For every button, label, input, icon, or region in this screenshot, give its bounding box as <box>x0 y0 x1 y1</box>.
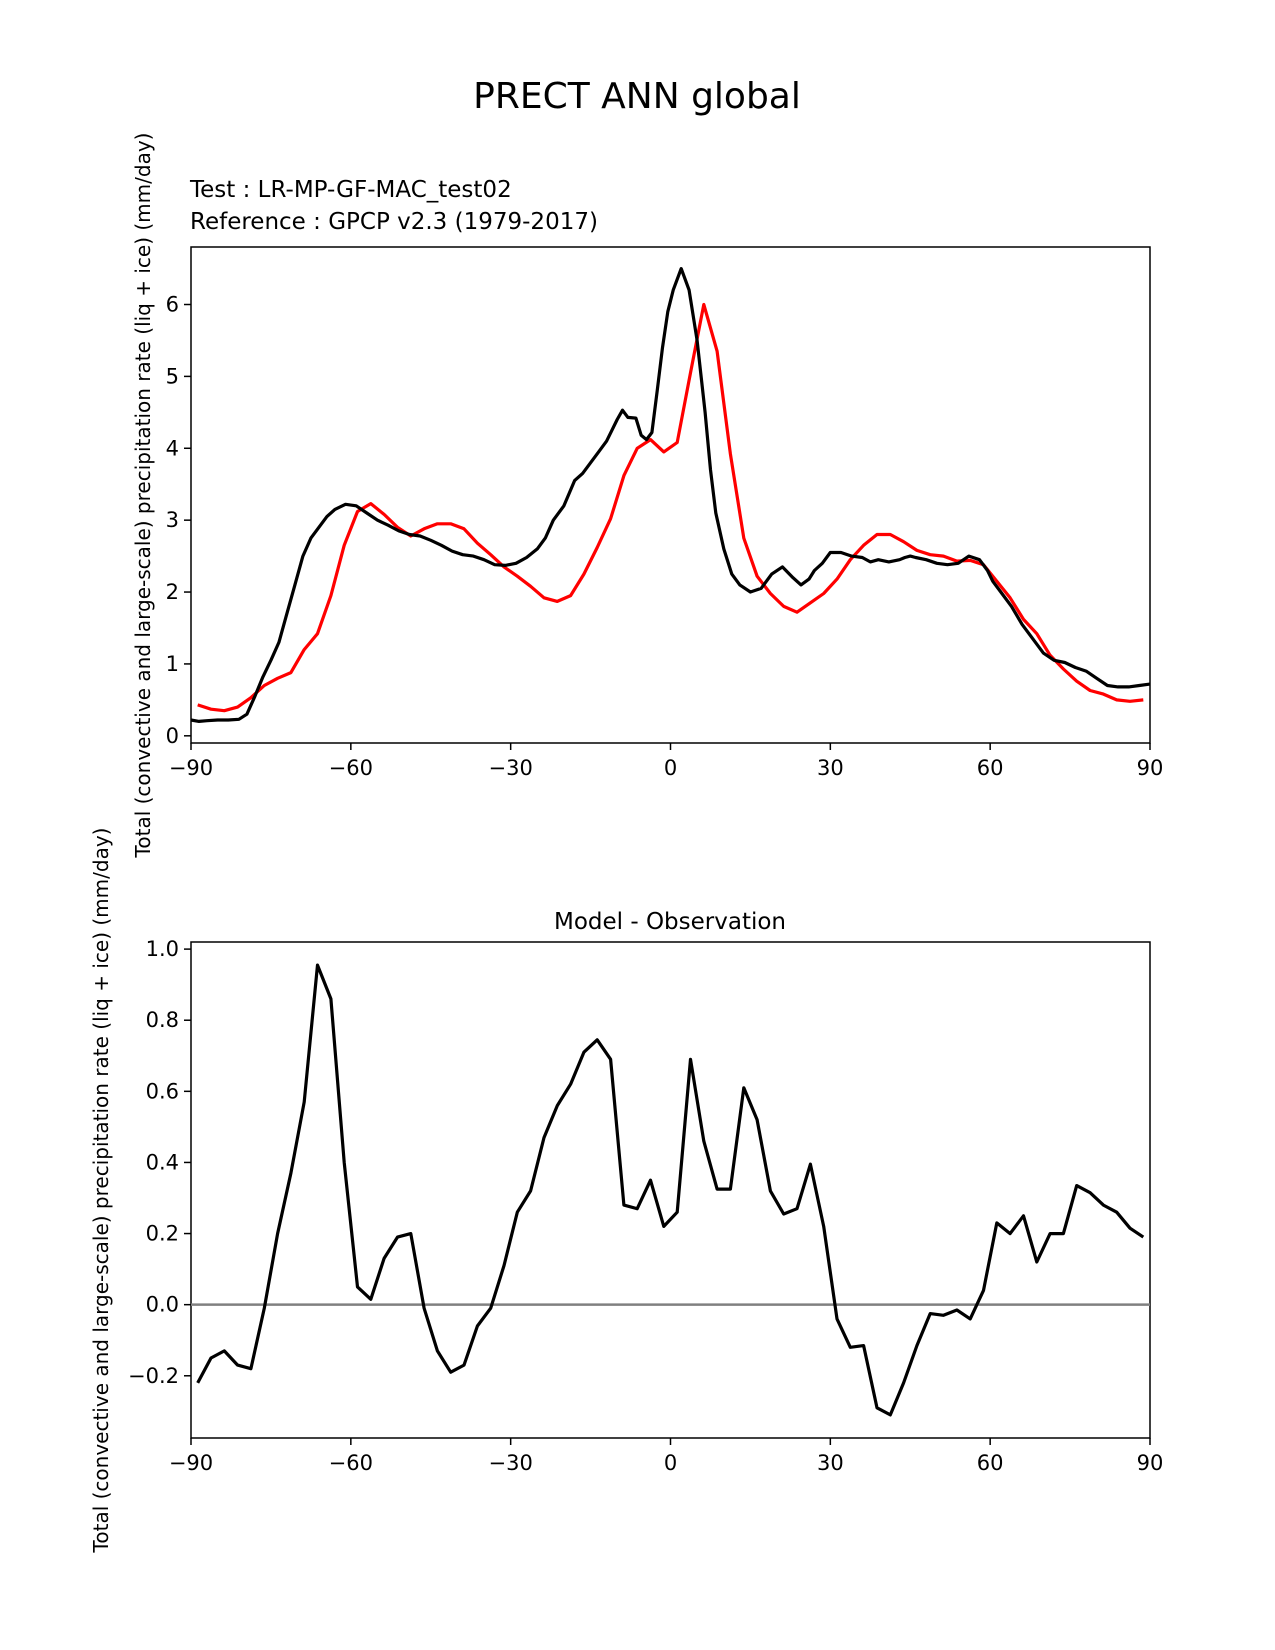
top-y-ticks: 0 1 2 3 4 5 6 <box>166 293 191 748</box>
bottom-x-tick-label: 60 <box>977 1451 1004 1475</box>
top-y-axis-label: Total (convective and large-scale) preci… <box>131 133 155 859</box>
bottom-y-axis-label: Total (convective and large-scale) preci… <box>89 828 113 1554</box>
bottom-x-tick-label: −60 <box>329 1451 373 1475</box>
top-y-tick-label: 3 <box>166 508 179 532</box>
top-x-tick-label: −90 <box>169 756 213 780</box>
bottom-y-tick-label: 0.2 <box>146 1222 179 1246</box>
bottom-y-ticks: −0.2 0.0 0.2 0.4 0.6 0.8 1.0 <box>128 937 191 1388</box>
top-y-tick-label: 2 <box>166 580 179 604</box>
top-x-tick-label: 90 <box>1137 756 1164 780</box>
top-y-tick-label: 6 <box>166 293 179 317</box>
top-x-tick-label: −60 <box>329 756 373 780</box>
figure-title: PRECT ANN global <box>473 76 801 117</box>
top-panel: 0 1 2 3 4 5 6 −90 −60 −30 0 30 60 90 Total (convecti… <box>131 133 1163 859</box>
difference-series-line <box>196 963 1145 1417</box>
bottom-x-ticks: −90 −60 −30 0 30 60 90 <box>169 1438 1164 1475</box>
test-series-line <box>190 267 1151 723</box>
top-x-tick-label: 60 <box>977 756 1004 780</box>
bottom-y-tick-label: 0.6 <box>146 1079 179 1103</box>
bottom-y-tick-label: −0.2 <box>128 1364 179 1388</box>
test-label: Test : LR-MP-GF-MAC_test02 <box>189 177 512 203</box>
top-x-tick-label: 30 <box>817 756 844 780</box>
bottom-x-tick-label: 30 <box>817 1451 844 1475</box>
top-y-tick-label: 5 <box>166 364 179 388</box>
bottom-x-tick-label: 0 <box>664 1451 677 1475</box>
bottom-y-tick-label: 1.0 <box>146 937 179 961</box>
top-x-ticks: −90 −60 −30 0 30 60 90 <box>169 743 1164 780</box>
bottom-y-tick-label: 0.8 <box>146 1008 179 1032</box>
bottom-x-tick-label: −90 <box>169 1451 213 1475</box>
bottom-y-tick-label: 0.0 <box>146 1293 179 1317</box>
top-x-tick-label: 0 <box>664 756 677 780</box>
bottom-panel: Model - Observation −0.2 0.0 0.2 0.4 0.6 0.8 1… <box>89 828 1163 1554</box>
top-y-tick-label: 4 <box>166 436 179 460</box>
top-y-tick-label: 1 <box>166 652 179 676</box>
bottom-x-tick-label: 90 <box>1137 1451 1164 1475</box>
top-y-tick-label: 0 <box>166 724 179 748</box>
bottom-x-tick-label: −30 <box>489 1451 533 1475</box>
reference-label: Reference : GPCP v2.3 (1979-2017) <box>190 209 598 235</box>
bottom-panel-title: Model - Observation <box>554 909 786 935</box>
bottom-y-tick-label: 0.4 <box>146 1150 179 1174</box>
top-x-tick-label: −30 <box>489 756 533 780</box>
